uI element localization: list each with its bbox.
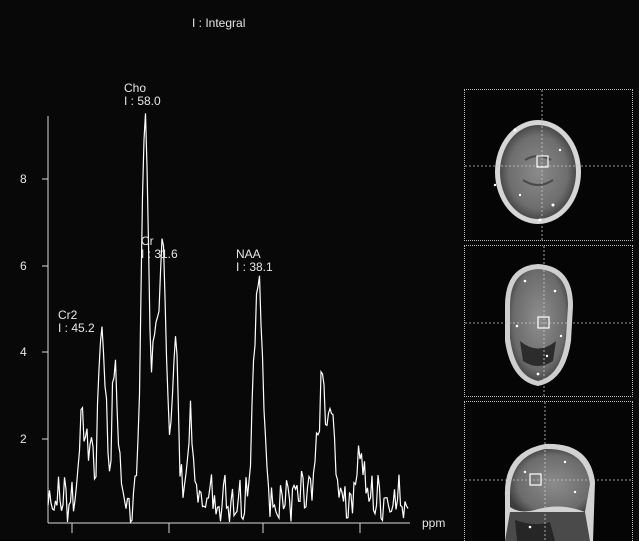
peak-integral-cr2: I : 45.2 (58, 321, 95, 335)
legend-label: I : Integral (192, 16, 245, 30)
y-tick-label: 4 (20, 345, 27, 359)
brain-tissue (509, 448, 590, 512)
peak-label-cr: Cr (141, 234, 154, 248)
y-tick-label: 2 (20, 432, 27, 446)
x-unit-label: ppm (422, 516, 445, 530)
peak-label-naa: NAA (236, 247, 261, 261)
peak-integral-cho: I : 58.0 (124, 94, 161, 108)
spectrum-chart: I : Integral 8 6 4 2 ppm Cho I : 58.0 Cr… (20, 16, 445, 533)
voxel-marker[interactable] (529, 473, 542, 486)
y-tick-label: 6 (20, 259, 27, 273)
voxel-marker[interactable] (537, 316, 550, 329)
peak-integral-naa: I : 38.1 (236, 260, 273, 274)
y-ticks (42, 178, 48, 440)
brain-tissue (500, 125, 576, 219)
coronal-image (465, 246, 632, 396)
x-ticks (71, 523, 361, 533)
peak-integral-cr: I : 31.6 (141, 247, 178, 261)
sagittal-image (465, 402, 632, 541)
voxel-marker[interactable] (536, 155, 549, 168)
sagittal-viewport[interactable] (464, 401, 633, 541)
y-tick-label: 8 (20, 172, 27, 186)
axial-viewport[interactable] (464, 89, 633, 241)
coronal-viewport[interactable] (464, 245, 633, 397)
peak-label-cr2: Cr2 (58, 308, 78, 322)
spectrum-trace (47, 113, 409, 524)
peak-label-cho: Cho (124, 81, 146, 95)
axial-image (465, 90, 632, 240)
